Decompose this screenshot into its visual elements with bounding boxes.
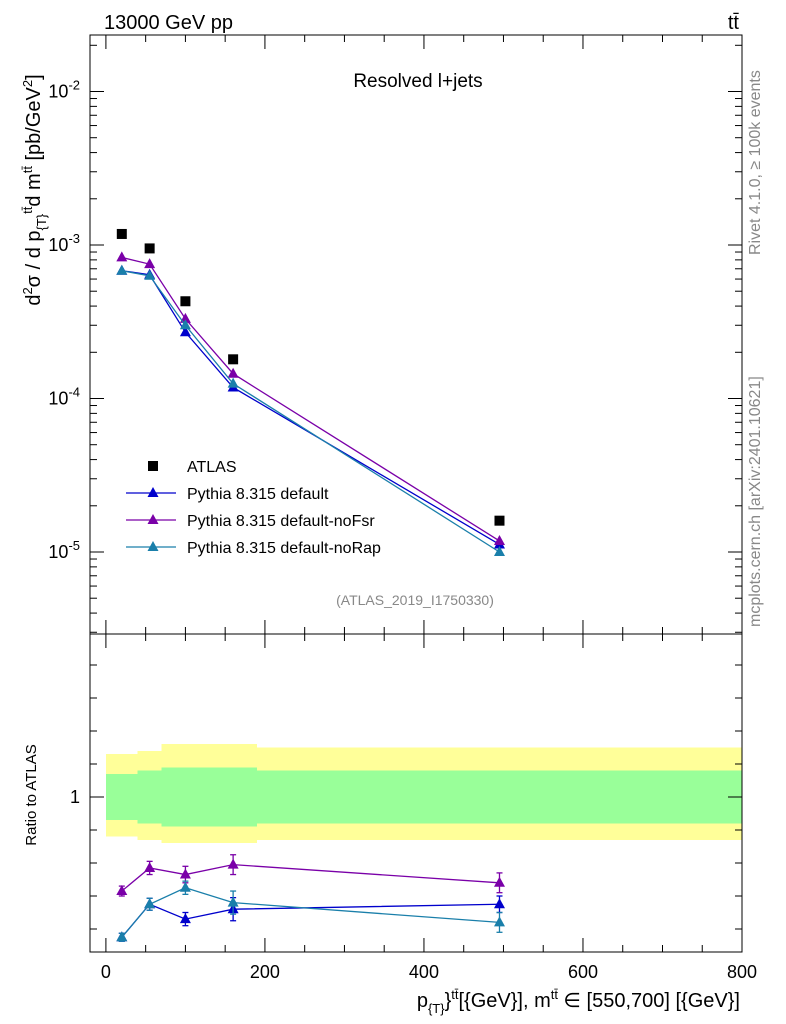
- data-point: [144, 269, 156, 280]
- main-panel: 10-5 10-4 10-3 10-2 Resolved l+jets (ATLAS_…: [20, 34, 743, 635]
- series-line: [121, 270, 500, 553]
- process-label: tt̄: [728, 12, 740, 34]
- legend-marker: [148, 461, 158, 471]
- y-tick-label: 1: [70, 787, 80, 807]
- data-point: [228, 354, 239, 365]
- rivet-label: Rivet 4.1.0, ≥ 100k events: [747, 70, 764, 255]
- data-point: [179, 319, 191, 330]
- data-point: [180, 296, 191, 307]
- legend-item: ATLAS: [148, 459, 237, 476]
- data-point: [116, 251, 128, 262]
- ratio-point: [116, 885, 128, 896]
- ratio-point: [227, 896, 239, 907]
- x-tick-label: 0: [101, 962, 111, 982]
- y-tick-label: 10-2: [48, 78, 80, 102]
- legend-marker: [147, 541, 159, 551]
- ratio-point: [179, 913, 191, 924]
- legend-marker: [147, 514, 159, 524]
- y-tick-label: 10-5: [48, 538, 80, 562]
- data-point: [493, 546, 505, 556]
- ratio-point: [144, 898, 156, 909]
- legend-item: Pythia 8.315 default-noFsr: [126, 513, 375, 530]
- x-tick-label: 600: [568, 962, 598, 982]
- green-band: [105, 773, 138, 821]
- data-point: [179, 326, 191, 337]
- green-band: [137, 770, 162, 824]
- series-1: [116, 264, 505, 549]
- x-tick-label: 200: [250, 962, 280, 982]
- ratio-point: [493, 916, 505, 927]
- ratio-frame: [89, 633, 743, 953]
- green-band: [256, 770, 742, 824]
- data-point: [144, 243, 155, 254]
- ratio-series-1: [116, 854, 505, 897]
- data-point: [227, 367, 239, 378]
- x-axis-label: p{T}}tt̄[{GeV}], mtt̄ ∈ [550,700] [{GeV}…: [417, 987, 740, 1016]
- chart-title: Resolved l+jets: [353, 71, 482, 92]
- series-2: [116, 251, 505, 545]
- x-tick-labels: 0 200 400 600 800: [101, 962, 757, 982]
- legend-label: Pythia 8.315 default: [187, 486, 329, 503]
- ratio-point: [144, 861, 156, 872]
- data-point: [227, 377, 239, 388]
- data-point: [494, 515, 505, 526]
- ratio-point: [179, 881, 191, 892]
- ratio-point: [116, 931, 128, 942]
- ratio-y-tick-labels: 1: [70, 787, 80, 807]
- main-axis-ticks: [90, 35, 743, 634]
- y-tick-label: 10-3: [48, 231, 80, 255]
- ratio-y-axis-label: Ratio to ATLAS: [23, 744, 40, 845]
- ratio-line: [121, 863, 500, 892]
- legend-label: Pythia 8.315 default-noFsr: [187, 513, 375, 530]
- ratio-axis-ticks: [90, 634, 743, 952]
- x-tick-label: 800: [727, 962, 757, 982]
- green-band: [161, 767, 210, 827]
- ratio-point: [493, 876, 505, 887]
- data-point: [493, 534, 505, 545]
- mcplots-label: mcplots.cern.ch [arXiv:2401.10621]: [747, 376, 764, 627]
- y-tick-label: 10-4: [48, 385, 80, 409]
- ratio-line: [121, 887, 500, 938]
- green-band: [209, 767, 257, 827]
- data-point: [116, 264, 128, 275]
- main-y-axis-label: d2σ / d p{T}tt̄d mtt̄ [pb/GeV2]: [20, 74, 49, 305]
- ratio-line: [121, 903, 500, 938]
- legend: ATLAS Pythia 8.315 default Pythia 8.315 de…: [126, 459, 381, 557]
- ratio-point: [493, 898, 505, 909]
- legend-label: Pythia 8.315 default-noRap: [187, 540, 381, 557]
- energy-label: 13000 GeV pp: [104, 12, 233, 34]
- legend-item: Pythia 8.315 default-noRap: [126, 540, 381, 557]
- ratio-point: [227, 858, 239, 869]
- analysis-tag: (ATLAS_2019_I1750330): [336, 592, 494, 608]
- ratio-panel: Ratio to ATLAS 1 0 200 400 600 800 p{T}}tt̄[…: [23, 633, 757, 1016]
- x-tick-label: 400: [409, 962, 439, 982]
- series-3: [116, 264, 505, 556]
- series-line: [121, 270, 500, 546]
- data-point: [116, 228, 127, 239]
- legend-item: Pythia 8.315 default: [126, 486, 329, 503]
- uncertainty-bands: [105, 744, 742, 844]
- ratio-series-2: [116, 880, 505, 942]
- series-0: [116, 228, 505, 526]
- main-series: [116, 228, 505, 556]
- main-y-tick-labels: 10-5 10-4 10-3 10-2: [48, 78, 80, 563]
- ratio-series: [116, 854, 505, 942]
- data-point: [144, 258, 156, 269]
- ratio-point: [179, 868, 191, 879]
- legend-label: ATLAS: [187, 459, 237, 476]
- legend-marker: [147, 487, 159, 497]
